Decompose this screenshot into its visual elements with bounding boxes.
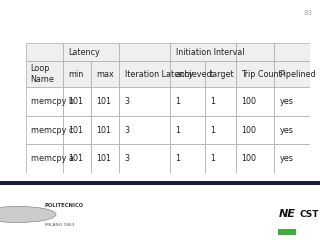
Bar (0, 181, 320, 185)
Text: 3: 3 (124, 154, 130, 163)
Bar (171, 116, 205, 144)
Text: 101: 101 (68, 97, 84, 106)
Bar (119, 144, 171, 173)
Circle shape (0, 206, 56, 222)
Text: 100: 100 (242, 97, 256, 106)
Text: Latency: Latency (68, 48, 100, 57)
Text: 1: 1 (176, 154, 180, 163)
Text: MILANO 1863: MILANO 1863 (45, 223, 74, 227)
Bar (236, 61, 274, 87)
Bar (274, 61, 310, 87)
Text: Pipelined: Pipelined (279, 70, 316, 79)
Text: max: max (97, 70, 114, 79)
Bar (274, 43, 310, 61)
Text: 101: 101 (68, 126, 84, 135)
Bar (26, 116, 63, 144)
Text: 1: 1 (210, 154, 215, 163)
Bar (119, 116, 171, 144)
Text: yes: yes (279, 154, 293, 163)
Text: Loop
Name: Loop Name (31, 64, 55, 84)
Text: memcpy b: memcpy b (31, 97, 74, 106)
Bar (119, 43, 171, 61)
Bar (92, 61, 119, 87)
Text: memcpy a: memcpy a (31, 154, 74, 163)
Bar (171, 43, 236, 61)
Text: 3: 3 (124, 126, 130, 135)
Bar (63, 144, 92, 173)
Bar (274, 144, 310, 173)
Text: 3: 3 (124, 97, 130, 106)
Text: 1: 1 (210, 126, 215, 135)
Text: 101: 101 (97, 154, 112, 163)
Bar (236, 87, 274, 116)
Text: min: min (68, 70, 84, 79)
Text: yes: yes (279, 97, 293, 106)
Text: 100: 100 (242, 154, 256, 163)
Text: 101: 101 (97, 126, 112, 135)
Bar (26, 144, 63, 173)
Bar (205, 116, 236, 144)
Text: 83: 83 (303, 10, 312, 16)
Text: 1: 1 (176, 126, 180, 135)
Bar (171, 61, 205, 87)
Bar (205, 61, 236, 87)
Bar (236, 43, 274, 61)
Bar (92, 144, 119, 173)
Bar (274, 87, 310, 116)
Text: 101: 101 (97, 97, 112, 106)
Text: V4 Implementation Loops: V4 Implementation Loops (31, 11, 263, 26)
Text: Iteration Latency: Iteration Latency (124, 70, 193, 79)
Text: POLITECNICO: POLITECNICO (45, 203, 84, 208)
Text: 1: 1 (210, 97, 215, 106)
Bar (63, 43, 119, 61)
Text: Trip Count: Trip Count (242, 70, 282, 79)
Text: achieved: achieved (176, 70, 212, 79)
Bar (26, 87, 63, 116)
Text: yes: yes (279, 126, 293, 135)
Bar (171, 144, 205, 173)
Text: target: target (210, 70, 235, 79)
Bar (26, 61, 63, 87)
Bar (274, 116, 310, 144)
Text: Initiation Interval: Initiation Interval (176, 48, 244, 57)
Bar (205, 144, 236, 173)
Text: 1: 1 (176, 97, 180, 106)
Bar (171, 87, 205, 116)
Bar (92, 87, 119, 116)
Text: CST: CST (299, 210, 319, 219)
Bar (119, 61, 171, 87)
Text: NE: NE (278, 210, 295, 219)
Bar (63, 61, 92, 87)
Text: memcpy c: memcpy c (31, 126, 73, 135)
Bar (278, 229, 296, 235)
Bar (63, 87, 92, 116)
Text: 101: 101 (68, 154, 84, 163)
Bar (63, 116, 92, 144)
Bar (236, 144, 274, 173)
Bar (236, 116, 274, 144)
Bar (26, 43, 63, 61)
Bar (119, 87, 171, 116)
Bar (205, 87, 236, 116)
Bar (92, 116, 119, 144)
Text: 100: 100 (242, 126, 256, 135)
